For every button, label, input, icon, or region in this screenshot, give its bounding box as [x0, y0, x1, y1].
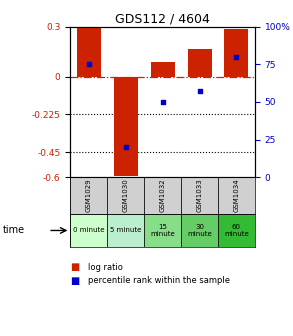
Bar [77, 27, 101, 77]
Text: 15
minute: 15 minute [150, 224, 175, 237]
Bar [70, 214, 107, 247]
Bar [144, 214, 181, 247]
Bar [224, 29, 248, 77]
Text: GSM1032: GSM1032 [160, 179, 166, 212]
Text: 60
minute: 60 minute [224, 224, 249, 237]
Bar [151, 62, 175, 77]
Point [197, 89, 202, 94]
Text: 0 minute: 0 minute [73, 227, 105, 234]
Point [160, 99, 165, 104]
Bar [181, 214, 218, 247]
Text: GSM1029: GSM1029 [86, 179, 92, 212]
Bar [114, 77, 138, 176]
Bar [70, 177, 107, 214]
Bar [218, 214, 255, 247]
Title: GDS112 / 4604: GDS112 / 4604 [115, 13, 210, 26]
Text: percentile rank within the sample: percentile rank within the sample [88, 276, 230, 285]
Text: ■: ■ [70, 262, 80, 272]
Bar [181, 177, 218, 214]
Bar [218, 177, 255, 214]
Point [86, 62, 91, 67]
Bar [188, 49, 212, 77]
Bar [107, 214, 144, 247]
Text: 30
minute: 30 minute [187, 224, 212, 237]
Text: GSM1034: GSM1034 [234, 179, 239, 212]
Point [234, 54, 239, 59]
Bar [144, 177, 181, 214]
Text: ■: ■ [70, 276, 80, 286]
Text: GSM1033: GSM1033 [197, 178, 202, 212]
Text: log ratio: log ratio [88, 263, 123, 272]
Text: time: time [3, 225, 25, 236]
Text: 5 minute: 5 minute [110, 227, 142, 234]
Bar [107, 177, 144, 214]
Text: GSM1030: GSM1030 [123, 178, 129, 212]
Point [123, 144, 128, 150]
